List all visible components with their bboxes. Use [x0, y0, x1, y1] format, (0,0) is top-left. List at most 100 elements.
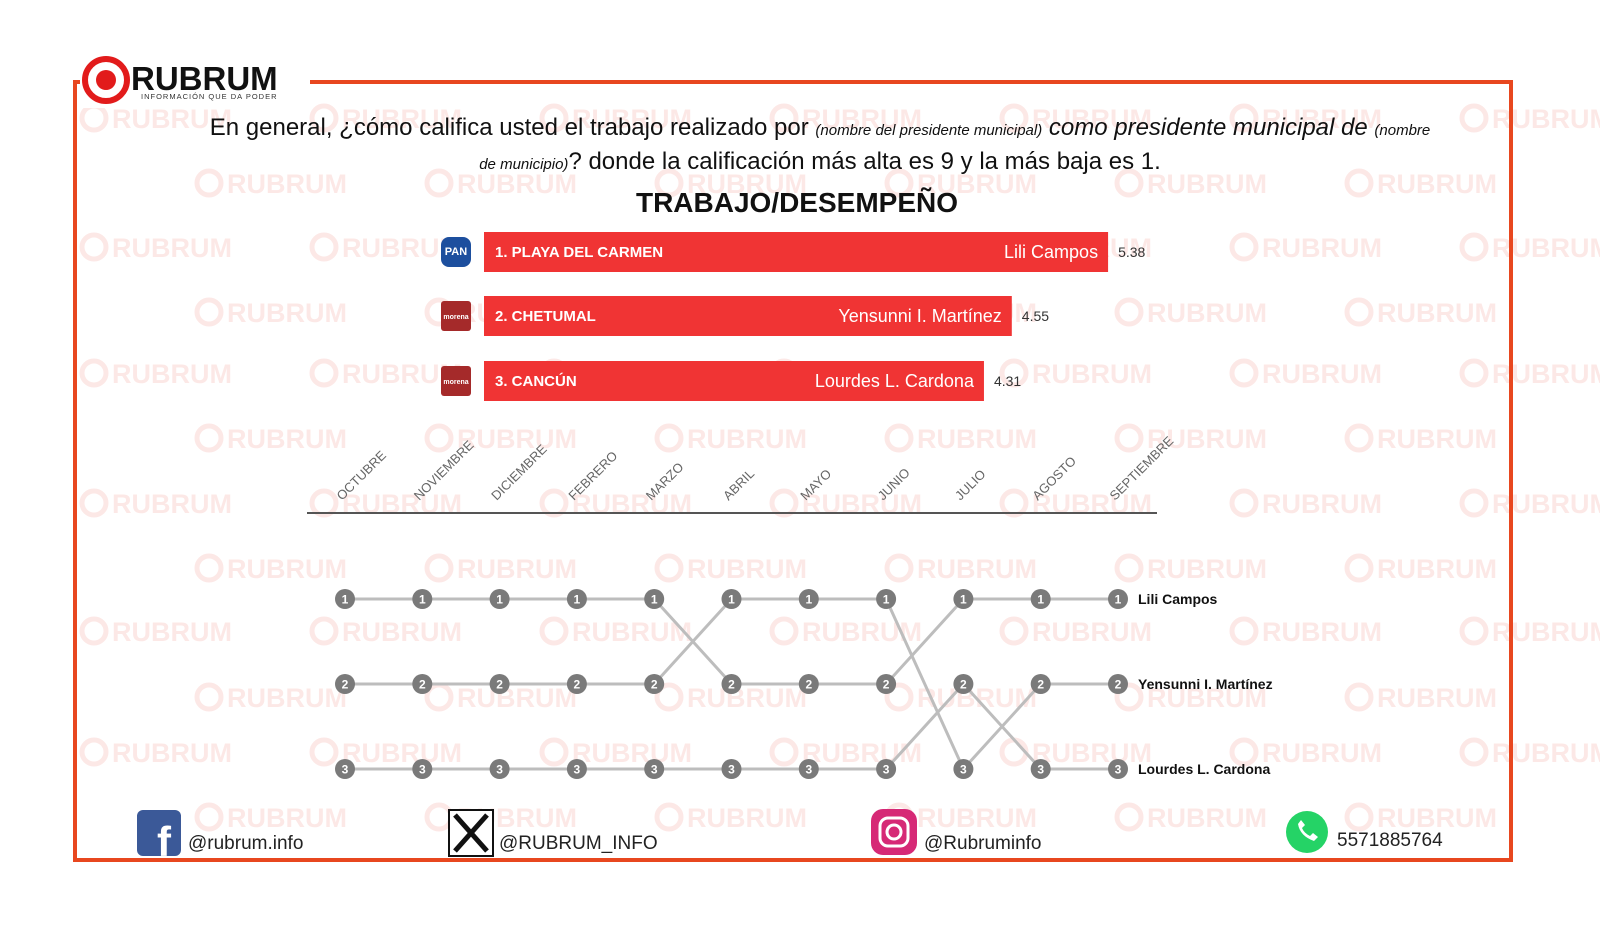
watermark: RUBRUM [112, 738, 232, 768]
watermark: RUBRUM [1377, 424, 1497, 454]
watermark: RUBRUM [1492, 233, 1600, 263]
rank-label: 1 [496, 593, 503, 607]
watermark: RUBRUM [1032, 359, 1152, 389]
watermark-ring [1114, 682, 1144, 712]
watermark-ring [1229, 488, 1259, 518]
category-label: 3. CANCÚN [495, 372, 577, 390]
watermark-ring [654, 682, 684, 712]
watermark: RUBRUM [457, 554, 577, 584]
watermark: RUBRUM [227, 424, 347, 454]
watermark: RUBRUM [802, 617, 922, 647]
rank-label: 2 [1037, 678, 1044, 692]
party-logo [441, 366, 471, 396]
watermark: RUBRUM [1377, 803, 1497, 833]
brand: RUBRUM [131, 60, 278, 97]
rank-label: 3 [960, 763, 967, 777]
watermark-ring [884, 168, 914, 198]
rank-marker [489, 759, 510, 779]
watermark-ring [79, 358, 109, 388]
bar [484, 232, 1109, 272]
series-name: Lili Campos [1138, 591, 1218, 607]
rank-label: 2 [342, 678, 349, 692]
rank-label: 1 [1115, 593, 1122, 607]
watermark: RUBRUM [917, 554, 1037, 584]
rank-marker [953, 589, 974, 609]
bar [484, 361, 984, 401]
watermark-ring [1344, 802, 1374, 832]
rank-label: 3 [574, 763, 581, 777]
whatsapp-glyph [1298, 820, 1318, 841]
instagram-glyph [878, 816, 910, 848]
watermark-ring [79, 488, 109, 518]
watermark-ring [1229, 616, 1259, 646]
watermark-ring [309, 232, 339, 262]
watermark: RUBRUM [342, 738, 462, 768]
watermark: RUBRUM [1377, 298, 1497, 328]
watermark: RUBRUM [802, 738, 922, 768]
rank-label: 2 [496, 678, 503, 692]
watermark: RUBRUM [342, 617, 462, 647]
rank-label: 2 [960, 678, 967, 692]
mayor-label: Lili Campos [1004, 242, 1098, 262]
rank-label: 1 [1037, 593, 1044, 607]
whatsapp-number: 5571885764 [1337, 830, 1443, 851]
watermark: RUBRUM [112, 489, 232, 519]
rank-marker [644, 674, 665, 694]
watermark: RUBRUM [1032, 617, 1152, 647]
watermark: RUBRUM [1492, 359, 1600, 389]
watermark: RUBRUM [227, 298, 347, 328]
rank-label: 1 [419, 593, 426, 607]
watermark-ring [1344, 297, 1374, 327]
rank-marker [876, 759, 897, 779]
value-label: 4.31 [994, 373, 1021, 389]
rank-label: 3 [419, 763, 426, 777]
chart-title: TRABAJO/DESEMPEÑO [636, 187, 958, 218]
rank-label: 1 [883, 593, 890, 607]
watermark: RUBRUM [572, 104, 692, 134]
whatsapp-icon [1286, 811, 1328, 853]
facebook-glyph: f [157, 818, 172, 865]
rank-marker [721, 759, 742, 779]
logo-dot [96, 70, 116, 90]
watermark-ring [309, 737, 339, 767]
mayor-label: Lourdes L. Cardona [815, 371, 975, 391]
rank-marker [798, 674, 819, 694]
watermark-ring [654, 423, 684, 453]
rank-marker [1108, 674, 1128, 694]
rank-label: 3 [1115, 763, 1122, 777]
watermark-ring [769, 488, 799, 518]
watermark-ring [539, 488, 569, 518]
rank-marker [953, 674, 974, 694]
rank-marker [644, 759, 665, 779]
rank-label: 2 [883, 678, 890, 692]
question-text: En general, ¿cómo califica usted el trab… [209, 114, 816, 141]
instagram-handle: @Rubruminfo [924, 833, 1042, 854]
mayor-label: Yensunni I. Martínez [838, 306, 1001, 326]
watermark: RUBRUM [457, 683, 577, 713]
bump-chart: OCTUBRE NOVIEMBRE DICIEMBRE FEBRERO MARZO ABR… [334, 433, 1273, 779]
party-logo [441, 301, 471, 331]
rank-label: 1 [728, 593, 735, 607]
watermark: RUBRUM [112, 359, 232, 389]
rank-marker [1030, 674, 1051, 694]
watermark: RUBRUM [1147, 424, 1267, 454]
watermark-ring [999, 737, 1029, 767]
rank-label: 2 [1115, 678, 1122, 692]
watermark-ring [194, 168, 224, 198]
watermark-ring [1459, 616, 1489, 646]
watermark: RUBRUM [1147, 554, 1267, 584]
watermark-ring [1229, 737, 1259, 767]
watermark-ring [1459, 737, 1489, 767]
watermark-ring [769, 616, 799, 646]
rank-label: 3 [651, 763, 658, 777]
watermark-ring [769, 103, 799, 133]
watermark-ring [1114, 168, 1144, 198]
facebook-icon [137, 810, 181, 856]
rank-marker [1030, 589, 1051, 609]
rank-marker [412, 674, 433, 694]
rank-marker [1108, 759, 1128, 779]
rank-marker [876, 674, 897, 694]
instagram-lens [885, 823, 903, 841]
value-label: 5.38 [1118, 244, 1145, 260]
